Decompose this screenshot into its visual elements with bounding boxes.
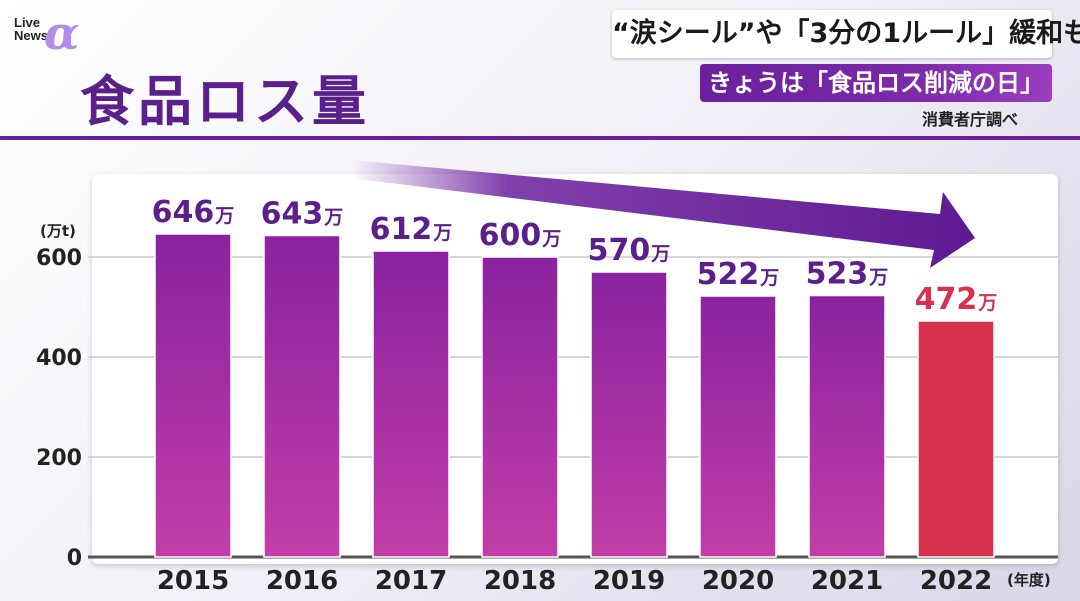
y-tick-label: 0 [67, 546, 82, 571]
x-tick-labels: 2015 2016 2017 2018 2019 2020 2021 2022 [157, 566, 992, 596]
headline-secondary: きょうは「食品ロス削減の日」 [700, 64, 1052, 102]
source-note: 消費者庁調べ [922, 110, 1019, 129]
gridlines [88, 256, 1058, 458]
y-tick-label: 200 [36, 446, 82, 471]
x-tick-label: 2015 [157, 566, 229, 596]
x-tick-label: 2017 [375, 566, 447, 596]
bar [372, 250, 450, 558]
bar [590, 271, 668, 558]
value-label: 523万 [806, 257, 889, 292]
y-tick-labels: 0 200 400 600 [36, 246, 82, 571]
value-labels: 646万 643万 612万 600万 570万 522万 523万 472万 [152, 195, 998, 317]
trend-arrow-shape [350, 160, 975, 268]
x-tick-label: 2020 [702, 566, 774, 596]
x-axis-unit: (年度) [1007, 571, 1051, 589]
headline-primary: “涙シール”や「3分の1ルール」緩和も [612, 10, 1080, 58]
value-label: 600万 [479, 218, 562, 253]
x-tick-label: 2018 [484, 566, 556, 596]
value-label: 522万 [697, 257, 780, 292]
bar [808, 294, 886, 558]
value-label: 646万 [152, 195, 235, 230]
x-tick-label: 2016 [266, 566, 338, 596]
bar [699, 295, 777, 558]
logo-text: Live News [14, 15, 48, 43]
chart-title: 食品ロス量 [80, 70, 370, 133]
value-label: 643万 [261, 197, 344, 232]
y-tick-label: 400 [36, 346, 82, 371]
bars [154, 233, 995, 558]
y-axis-unit: (万t) [40, 222, 76, 240]
y-tick-label: 600 [36, 246, 82, 271]
bar [481, 256, 559, 558]
bar-highlight [917, 320, 995, 558]
bar [263, 234, 341, 558]
trend-arrow [350, 160, 975, 268]
value-label: 570万 [588, 233, 671, 268]
bar [154, 233, 232, 558]
alpha-icon: α [44, 6, 80, 60]
x-tick-label: 2022 [920, 566, 992, 596]
title-divider [0, 136, 1080, 140]
value-label: 612万 [370, 212, 453, 247]
x-tick-label: 2021 [811, 566, 883, 596]
live-news-alpha-logo: Live News α [10, 8, 90, 63]
value-label: 472万 [915, 282, 998, 317]
x-tick-label: 2019 [593, 566, 665, 596]
